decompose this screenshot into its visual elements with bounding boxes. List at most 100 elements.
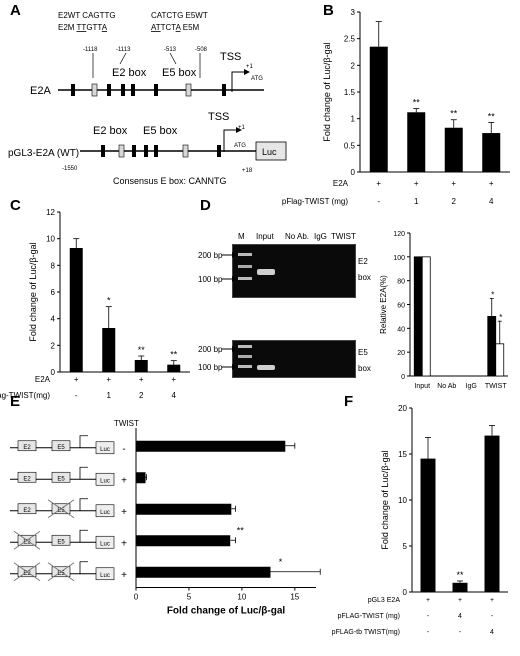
e2-box-label-2: E2 box (93, 125, 128, 137)
F-row-value: + (426, 597, 430, 604)
gel-e5-bands (238, 345, 275, 370)
E-luc-label: Luc (100, 510, 110, 516)
atg-label-2: ATG (234, 143, 246, 149)
e5-box-label: E5 box (162, 67, 197, 79)
gel-lane-header-m: M (238, 232, 245, 241)
D-ytick-label: 20 (397, 350, 405, 357)
e2-box-side-label: box (358, 273, 371, 282)
panel-letter-a: A (10, 2, 21, 19)
E-luc-label: Luc (100, 573, 110, 579)
E-e2-box-label: E2 (23, 476, 31, 482)
D-ytick-label: 80 (397, 279, 405, 286)
E-e5-box-label: E5 (57, 539, 65, 545)
E-twist-value: - (122, 444, 125, 455)
tss-label: TSS (220, 51, 241, 63)
C-significance-label: ** (138, 345, 146, 355)
E-bar (136, 472, 146, 484)
B-ytick-label: 1 (351, 115, 356, 124)
E-twist-value: + (121, 570, 127, 581)
E-tss-arrow (79, 498, 88, 511)
F-ytick-label: 0 (403, 588, 408, 597)
E-e5-cross (47, 499, 75, 519)
D-ytick-label: 0 (401, 374, 405, 381)
C-row-value: 4 (172, 391, 177, 400)
panel-letter-e: E (10, 393, 21, 410)
C-bar (134, 360, 148, 372)
B-bar (444, 127, 463, 172)
seq-e5m: ATTCTA E5M (151, 23, 200, 32)
E-xtick-label: 0 (134, 593, 139, 602)
E-tss-arrow (79, 561, 88, 574)
E-e2-box-label: E2 (23, 508, 31, 514)
B-row-value: 4 (489, 197, 494, 206)
chart-e-layer: 0 5 10 15 Fold change of Luc/β-gal E2 E5 Luc - E2… (10, 428, 321, 617)
seq-e2wt: E2WT CAGTTG (58, 11, 116, 20)
D-significance-label: * (491, 291, 494, 300)
D-ytick-label: 40 (397, 326, 405, 333)
bp100-bot: 100 bp (198, 363, 223, 372)
bp200-bot: 200 bp (198, 345, 223, 354)
B-row-value: + (414, 179, 419, 188)
E-e2-box-label: E2 (23, 539, 31, 545)
luc-box (255, 141, 287, 161)
F-row-value: - (491, 613, 494, 620)
bp100-top: 100 bp (198, 275, 223, 284)
F-row-label: pGL3 E2A (368, 597, 401, 604)
C-bar (102, 328, 116, 372)
e5-box-label-2: E5 box (143, 125, 178, 137)
pos-508: -508 (195, 47, 208, 53)
E-e2-box-label: E2 (23, 571, 31, 577)
B-significance-label: ** (450, 109, 458, 119)
E-luc-box (95, 567, 115, 581)
F-row-label: pFLAG-tb TWIST(mg) (332, 629, 400, 636)
E-tss-arrow (79, 435, 88, 448)
C-ytick-label: 12 (46, 208, 55, 217)
F-row-value: + (458, 597, 462, 604)
panel-letter-d: D (200, 197, 211, 214)
E-e5-box (51, 471, 71, 483)
D-category-label: No Ab (437, 383, 456, 390)
panel-letter-f: F (344, 393, 354, 410)
twist-header: TWIST (114, 419, 139, 428)
E-e2-box-label: E2 (23, 445, 31, 451)
chart-b: 0 0.5 1 1.5 2 2.5 3 Fold change of Luc/β-gal ** *… (282, 8, 510, 206)
E-e5-box-label: E5 (57, 445, 65, 451)
bp200-top: 200 bp (198, 251, 223, 260)
E-bar (136, 535, 231, 547)
e2-box-label: E2 box (112, 67, 147, 79)
F-y-axis-label: Fold change of Luc/β-gal (380, 450, 390, 549)
tss-label-2: TSS (208, 111, 229, 123)
C-y-axis-label: Fold change of Luc/β-gal (28, 242, 38, 341)
E-xtick-label: 10 (237, 593, 246, 602)
B-bar (407, 112, 426, 172)
D-ytick-label: 60 (397, 303, 405, 310)
F-row-value: - (427, 613, 430, 620)
C-significance-label: * (107, 296, 111, 306)
E-bar (136, 440, 286, 452)
construct-label: pGL3-E2A (WT) (8, 148, 79, 159)
C-row-label: E2A (35, 375, 51, 384)
E-xtick-label: 5 (187, 593, 192, 602)
seq-e2m: E2M TTGTTA (58, 23, 108, 32)
B-row-label: E2A (333, 179, 349, 188)
F-row-value: - (459, 629, 462, 636)
gel-lane-header-input: Input (256, 232, 274, 241)
e5-box-side-label: box (358, 364, 371, 373)
gel-e2-box (232, 244, 356, 298)
panel-a-diagram: E2WT CAGTTG E2M TTGTTA CATCTG E5WT ATTCT… (8, 11, 287, 186)
D-ytick-label: 100 (393, 255, 405, 262)
B-row-value: + (451, 179, 456, 188)
gel-lane-header-noab: No Ab. (285, 232, 310, 241)
E-luc-label: Luc (100, 541, 110, 547)
F-significance-label: ** (456, 570, 464, 580)
E-bar (136, 566, 271, 578)
F-row-value: + (490, 597, 494, 604)
E-luc-box (95, 441, 115, 455)
B-row-label: pFlag-TWIST (mg) (282, 197, 348, 206)
E-e5-box-label: E5 (57, 571, 65, 577)
E-e5-box-label: E5 (57, 508, 65, 514)
